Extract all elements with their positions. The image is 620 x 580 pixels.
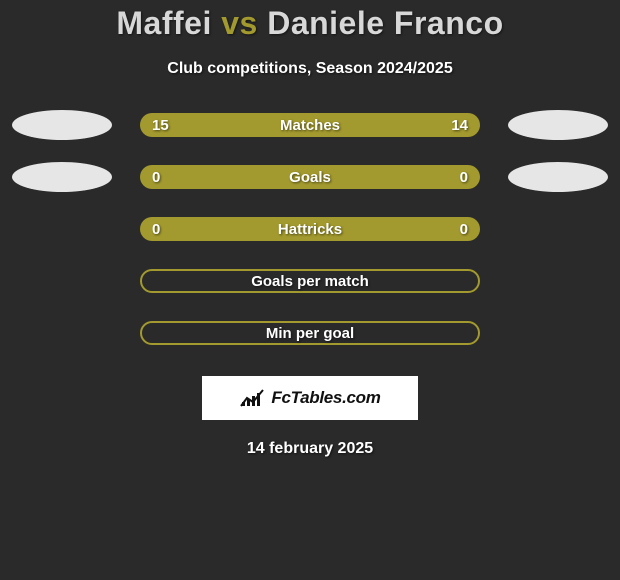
stat-left-value: 0 xyxy=(152,221,160,238)
stat-row: 15 Matches 14 xyxy=(0,110,620,140)
player-right-name: Daniele Franco xyxy=(267,5,503,41)
stat-bar: Min per goal xyxy=(140,321,480,345)
stat-row: Min per goal xyxy=(0,318,620,348)
subtitle: Club competitions, Season 2024/2025 xyxy=(0,60,620,78)
stat-label: Min per goal xyxy=(266,325,354,342)
stat-right-value: 0 xyxy=(460,221,468,238)
left-ellipse xyxy=(12,110,112,140)
stat-label: Hattricks xyxy=(278,221,342,238)
stat-row: 0 Goals 0 xyxy=(0,162,620,192)
stat-label: Goals per match xyxy=(251,273,369,290)
stat-bar: 0 Hattricks 0 xyxy=(140,217,480,241)
right-ellipse xyxy=(508,110,608,140)
stat-label: Goals xyxy=(289,169,331,186)
stat-right-value: 0 xyxy=(460,169,468,186)
right-ellipse xyxy=(508,162,608,192)
stat-row: Goals per match xyxy=(0,266,620,296)
stat-row: 0 Hattricks 0 xyxy=(0,214,620,244)
watermark: FcTables.com xyxy=(202,376,418,420)
stat-left-value: 15 xyxy=(152,117,169,134)
left-ellipse xyxy=(12,162,112,192)
stat-left-value: 0 xyxy=(152,169,160,186)
stat-bar: 15 Matches 14 xyxy=(140,113,480,137)
date-text: 14 february 2025 xyxy=(0,440,620,458)
comparison-title: Maffei vs Daniele Franco xyxy=(0,5,620,42)
stat-bar: 0 Goals 0 xyxy=(140,165,480,189)
stat-bar: Goals per match xyxy=(140,269,480,293)
player-left-name: Maffei xyxy=(116,5,211,41)
stat-label: Matches xyxy=(280,117,340,134)
stat-rows: 15 Matches 14 0 Goals 0 0 Hattricks 0 Goals per m… xyxy=(0,110,620,348)
stat-right-value: 14 xyxy=(451,117,468,134)
watermark-icon xyxy=(239,388,265,408)
watermark-text: FcTables.com xyxy=(271,388,380,408)
vs-text: vs xyxy=(221,5,258,41)
